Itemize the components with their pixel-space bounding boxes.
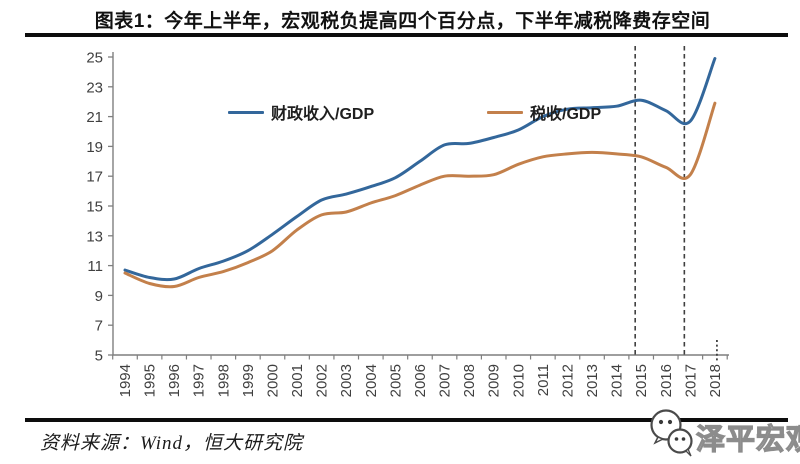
- y-tick-label: 25: [86, 50, 103, 67]
- y-tick-label: 21: [86, 109, 103, 126]
- y-tick-label: 5: [95, 348, 103, 365]
- x-tick-label: 2015: [633, 364, 650, 397]
- y-tick-label: 15: [86, 199, 103, 216]
- y-tick-label: 23: [86, 79, 103, 96]
- x-tick-label: 2009: [486, 364, 503, 397]
- data-source-note: 资料来源：Wind，恒大研究院: [40, 433, 304, 454]
- x-tick-label: 2012: [559, 364, 576, 397]
- x-tick-label: 2013: [584, 364, 601, 397]
- x-tick-label: 2002: [314, 364, 331, 397]
- footer-divider: [25, 418, 788, 422]
- chart-title: 图表1：今年上半年，宏观税负提高四个百分点，下半年减税降费存空间: [94, 11, 711, 32]
- series-line-0: [123, 57, 717, 282]
- y-tick-label: 11: [87, 258, 103, 275]
- x-tick-label: 2008: [461, 364, 478, 397]
- x-tick-label: 2005: [387, 364, 404, 397]
- line-chart: 5 7 9 11 13 15 17 19 21 23 25 1994 1995 1996 1997 1998 1…: [0, 38, 800, 416]
- x-tick-label: 2006: [412, 364, 429, 397]
- x-tick-label: 2016: [658, 364, 675, 397]
- x-tick-label: 1996: [166, 364, 183, 397]
- y-tick-label: 9: [95, 288, 103, 305]
- y-tick-label: 17: [86, 169, 103, 186]
- x-tick-label: 2014: [609, 364, 626, 397]
- x-tick-label: 1994: [117, 364, 134, 397]
- x-tick-label: 1998: [215, 364, 232, 397]
- series-line-1: [123, 101, 717, 289]
- title-underline: [25, 33, 788, 37]
- x-tick-label: 2018: [707, 364, 724, 397]
- x-tick-label: 2001: [289, 364, 306, 397]
- x-tick-label: 2004: [363, 364, 380, 397]
- publisher-watermark: 泽平宏观: [646, 402, 800, 460]
- wechat-chat-bubbles-icon: [650, 409, 693, 457]
- x-tick-label: 1999: [240, 364, 257, 397]
- x-tick-label: 2007: [437, 364, 454, 397]
- y-tick-label: 7: [95, 318, 103, 335]
- watermark-text: 泽平宏观: [695, 423, 800, 456]
- chart-canvas: 5 7 9 11 13 15 17 19 21 23 25 1994 1995 1996 1997 1998 1…: [86, 46, 729, 397]
- x-tick-label: 2003: [338, 364, 355, 397]
- y-tick-label: 19: [86, 139, 103, 156]
- x-tick-label: 2017: [682, 364, 699, 397]
- x-tick-label: 2011: [535, 364, 552, 396]
- y-tick-label: 13: [86, 228, 103, 245]
- x-tick-label: 2010: [510, 364, 527, 397]
- x-tick-label: 1995: [142, 364, 159, 397]
- x-tick-label: 2000: [264, 364, 281, 397]
- x-tick-label: 1997: [191, 364, 208, 397]
